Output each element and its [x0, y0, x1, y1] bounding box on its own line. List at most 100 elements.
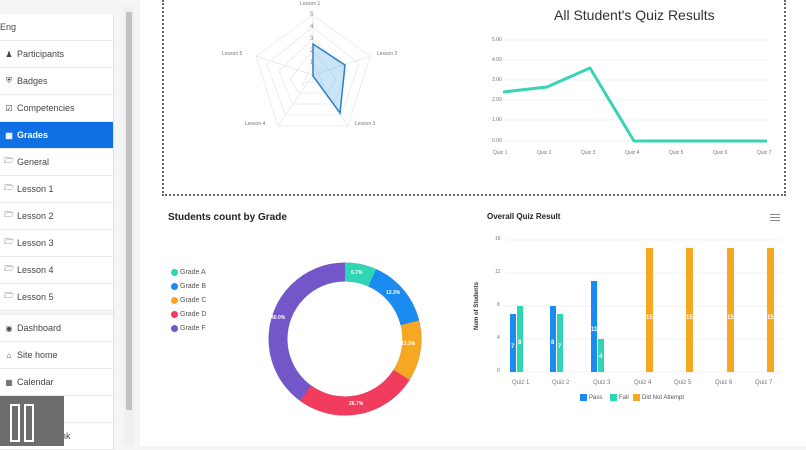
nav-item-lesson-3[interactable]: 🗁 Lesson 3: [0, 230, 113, 257]
svg-text:8: 8: [551, 340, 555, 346]
nav-item-site-home[interactable]: ⌂ Site home: [0, 342, 113, 369]
nav-item-eng[interactable]: Eng: [0, 14, 113, 41]
donut-chart-title: Students count by Grade: [168, 212, 287, 223]
legend-label: Grade F: [180, 325, 206, 332]
line-xtick: Quiz 7: [757, 150, 772, 156]
line-ytick: 1.00: [492, 117, 502, 123]
nav-item-badges[interactable]: ⛨ Badges: [0, 68, 113, 95]
donut-label-f: 40.0%: [271, 315, 286, 321]
pause-icon: [10, 404, 20, 442]
legend-label: Grade D: [180, 311, 207, 318]
legend-grade-b[interactable]: Grade B: [171, 283, 206, 290]
svg-text:11: 11: [591, 327, 598, 333]
legend-grade-c[interactable]: Grade C: [171, 297, 206, 304]
bar-xtick: Quiz 1: [512, 380, 530, 386]
pause-overlay[interactable]: [0, 396, 64, 446]
line-xtick: Quiz 4: [625, 150, 640, 156]
bar-ytick: 16: [495, 236, 501, 242]
legend-label: Did Not Attempt: [642, 394, 685, 401]
shield-icon: ⛨: [6, 76, 12, 85]
nav-item-grades[interactable]: ▦ Grades: [0, 122, 113, 149]
legend-dot: [171, 297, 178, 304]
nav-label: Participants: [17, 49, 65, 59]
nav-divider: [0, 311, 113, 315]
legend-did-not-attempt[interactable]: Did Not Attempt: [633, 394, 684, 401]
nav-item-competencies[interactable]: ☑ Competencies: [0, 95, 113, 122]
nav-label: Competencies: [17, 103, 75, 113]
home-icon: ⌂: [6, 350, 12, 360]
line-xtick: Quiz 2: [537, 150, 552, 156]
nav-item-general[interactable]: 🗁 General: [0, 149, 113, 176]
legend-dot: [171, 269, 178, 276]
bar-xtick: Quiz 6: [715, 380, 733, 386]
legend-swatch: [633, 394, 640, 401]
nav-item-lesson-1[interactable]: 🗁 Lesson 1: [0, 176, 113, 203]
svg-text:1: 1: [310, 60, 314, 66]
radar-chart: 5 4 3 2 1: [255, 12, 371, 127]
nav-item-lesson-2[interactable]: 🗁 Lesson 2: [0, 203, 113, 230]
drawer-scrollbar-thumb[interactable]: [126, 12, 132, 410]
donut-chart: 6.7% 13.3% 13.3% 26.7% 40.0%: [268, 262, 422, 416]
folder-icon: 🗁: [4, 156, 14, 165]
line-xtick: Quiz 3: [581, 150, 596, 156]
nav-item-participants[interactable]: ♟ Participants: [0, 41, 113, 68]
nav-item-lesson-5[interactable]: 🗁 Lesson 5: [0, 284, 113, 311]
bar-chart: 78 87 114 15 15 15 15: [505, 239, 783, 373]
line-ytick: 2.00: [492, 97, 502, 103]
calendar-icon: ▦: [5, 377, 13, 387]
chart-menu-icon[interactable]: [770, 214, 780, 223]
legend-label: Grade B: [180, 283, 207, 290]
nav-label: Lesson 2: [17, 211, 54, 221]
svg-text:4: 4: [310, 24, 314, 30]
bar-ytick: 12: [495, 269, 501, 275]
svg-text:15: 15: [686, 315, 693, 321]
course-nav: Eng ♟ Participants ⛨ Badges ☑ Competencies …: [0, 14, 114, 450]
legend-dot: [171, 311, 178, 318]
course-drawer: Eng ♟ Participants ⛨ Badges ☑ Competencies …: [0, 0, 124, 450]
bar-xtick: Quiz 7: [755, 380, 773, 386]
svg-text:3: 3: [310, 36, 314, 42]
nav-label: General: [17, 157, 50, 167]
legend-grade-f[interactable]: Grade F: [171, 325, 206, 332]
nav-label: Calendar: [17, 377, 54, 387]
svg-text:8: 8: [518, 340, 522, 346]
legend-fail[interactable]: Fail: [610, 394, 629, 401]
folder-icon: 🗁: [4, 291, 14, 300]
donut-label-d: 26.7%: [349, 401, 364, 407]
line-chart-title: All Student's Quiz Results: [554, 7, 715, 23]
bar-ytick: 4: [497, 335, 500, 341]
legend-grade-d[interactable]: Grade D: [171, 311, 206, 318]
folder-icon: 🗁: [4, 237, 14, 246]
bar-xtick: Quiz 5: [674, 380, 692, 386]
bar-xtick: Quiz 4: [634, 380, 652, 386]
folder-icon: 🗁: [4, 210, 14, 219]
line-xtick: Quiz 1: [493, 150, 508, 156]
svg-text:7: 7: [558, 344, 562, 350]
nav-label: Eng: [0, 22, 17, 32]
svg-text:15: 15: [727, 315, 734, 321]
nav-label: Grades: [17, 130, 49, 140]
pause-icon: [24, 404, 34, 442]
radar-label-lesson-2: Lesson 2: [377, 51, 398, 57]
svg-text:15: 15: [646, 315, 653, 321]
legend-dot: [171, 283, 178, 290]
legend-dot: [171, 325, 178, 332]
nav-item-calendar[interactable]: ▦ Calendar: [0, 369, 113, 396]
donut-label-a: 6.7%: [351, 270, 363, 276]
line-xtick: Quiz 5: [669, 150, 684, 156]
svg-text:15: 15: [767, 315, 774, 321]
nav-item-lesson-4[interactable]: 🗁 Lesson 4: [0, 257, 113, 284]
svg-text:5: 5: [310, 12, 314, 18]
nav-item-dashboard[interactable]: ◉ Dashboard: [0, 315, 113, 342]
radar-label-lesson-3: Lesson 3: [355, 121, 376, 127]
legend-swatch: [580, 394, 587, 401]
legend-grade-a[interactable]: Grade A: [171, 269, 206, 276]
line-ytick: 4.00: [492, 57, 502, 63]
nav-label: Lesson 3: [17, 238, 54, 248]
nav-label: Lesson 4: [17, 265, 54, 275]
legend-pass[interactable]: Pass: [580, 394, 602, 401]
legend-label: Pass: [589, 394, 603, 401]
legend-swatch: [610, 394, 617, 401]
checkbox-icon: ☑: [5, 103, 13, 113]
legend-label: Fail: [619, 394, 629, 401]
